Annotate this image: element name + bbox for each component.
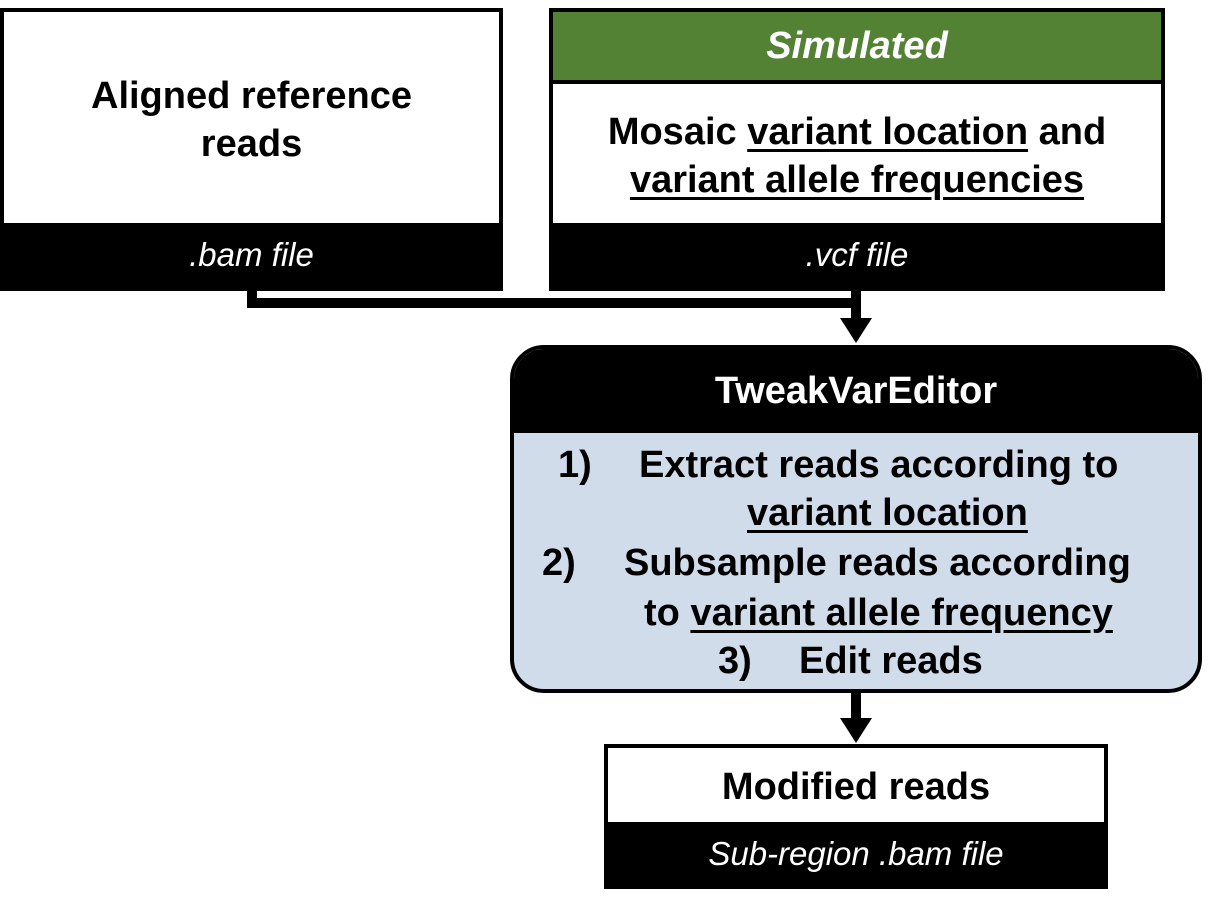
variant-location-term: variant location — [747, 110, 1029, 153]
bam-to-tool-connector — [247, 291, 856, 308]
variant-allele-frequencies-term: variant allele frequencies — [629, 158, 1085, 201]
subregion-bam-label: Sub-region .bam file — [708, 834, 1004, 872]
step1-variant-location-term: variant location — [747, 492, 1028, 534]
bam-file-label: .bam file — [189, 236, 314, 273]
aligned-reads-label: Aligned reference reads — [4, 12, 499, 227]
modified-reads-label: Modified reads — [608, 748, 1104, 826]
arrow-head-to-tool — [840, 318, 872, 343]
aligned-reads-line2: reads — [200, 122, 303, 165]
step3-number: 3) — [718, 640, 752, 682]
step2-text: Subsample reads according — [624, 542, 1131, 584]
step3-text: Edit reads — [799, 640, 983, 682]
arrow-head-to-output — [840, 718, 872, 743]
simulated-label: Simulated — [766, 24, 948, 67]
aligned-reads-line1: Aligned reference — [91, 74, 412, 117]
mosaic-variants-line1: Mosaic variant location and — [608, 108, 1106, 156]
step2-prefix: to — [644, 592, 691, 634]
bam-file-footer: .bam file — [4, 223, 499, 287]
mosaic-variants-label: Mosaic variant location and variant alle… — [553, 84, 1161, 227]
step2-number: 2) — [542, 542, 576, 584]
simulated-variants-input-box: Simulated Mosaic variant location and va… — [549, 8, 1165, 291]
modified-reads-output-box: Modified reads Sub-region .bam file — [604, 744, 1108, 889]
vcf-file-label: .vcf file — [805, 236, 909, 273]
and-suffix: and — [1028, 110, 1107, 153]
tweakvareditor-process-box: TweakVarEditor 1) Extract reads accordin… — [510, 345, 1202, 693]
step2-variant-allele-frequency-term: variant allele frequency — [690, 592, 1113, 634]
subregion-bam-footer: Sub-region .bam file — [608, 822, 1104, 885]
step1-number: 1) — [558, 444, 592, 486]
tool-title: TweakVarEditor — [514, 349, 1198, 433]
vcf-file-footer: .vcf file — [553, 223, 1161, 287]
mosaic-prefix: Mosaic — [607, 110, 748, 153]
step2-continuation: to variant allele frequency — [644, 589, 1113, 637]
aligned-reads-input-box: Aligned reference reads .bam file — [0, 8, 503, 291]
step1-text: Extract reads according to — [639, 444, 1119, 486]
modified-reads-title: Modified reads — [721, 766, 991, 808]
simulated-header: Simulated — [553, 12, 1161, 84]
